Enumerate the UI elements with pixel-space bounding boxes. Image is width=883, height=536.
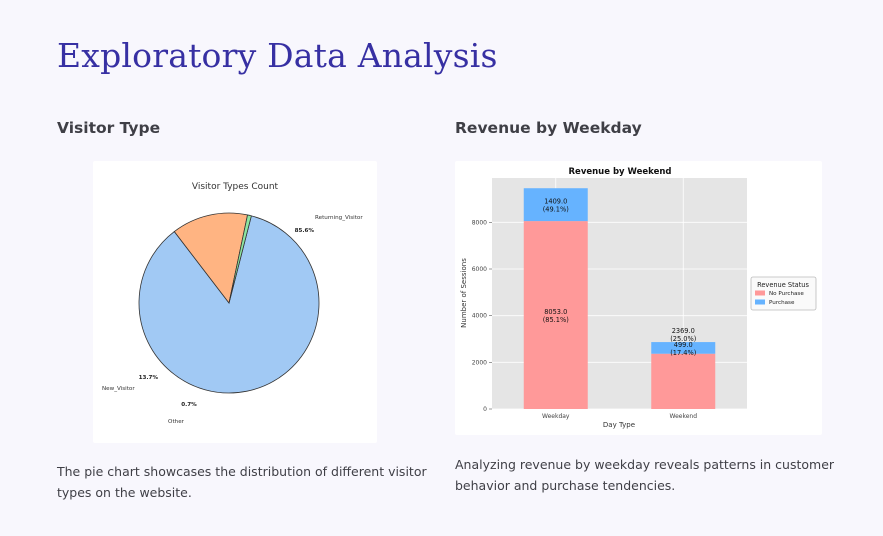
bar-no-purchase-weekend	[651, 353, 716, 409]
pie-title: Visitor Types Count	[192, 182, 279, 192]
visitor-type-description: The pie chart showcases the distribution…	[57, 464, 427, 500]
bar-value-label: (17.4%)	[670, 349, 696, 357]
pie-label: New_Visitor	[102, 386, 135, 392]
y-tick-label: 4000	[472, 313, 487, 320]
y-tick-label: 8000	[472, 219, 487, 226]
x-axis-label: Day Type	[603, 421, 635, 429]
pie-label: Returning_Visitor	[315, 215, 363, 221]
visitor-types-pie-chart: Visitor Types Count Returning_Visitor 85.6…	[102, 182, 363, 425]
legend: Revenue Status No Purchase Purchase	[750, 276, 817, 311]
legend-entry: No Purchase	[769, 291, 804, 297]
page-title: Exploratory Data Analysis	[57, 36, 498, 75]
pie-slice-new-visitor	[173, 212, 249, 304]
legend-swatch	[755, 290, 765, 296]
legend-title: Revenue Status	[757, 281, 809, 289]
legend-swatch	[755, 299, 765, 305]
pie-pct-label: 0.7%	[181, 402, 197, 408]
y-tick-label: 2000	[472, 359, 487, 366]
bar-chart-card: Revenue by Weekend 8053.0 (85.1%) 1409.0 (49…	[455, 161, 822, 435]
y-tick-label: 6000	[472, 266, 487, 273]
y-axis-label: Number of Sessions	[460, 258, 468, 328]
x-tick-label: Weekend	[669, 413, 697, 420]
bar-chart-title: Revenue by Weekend	[569, 167, 672, 177]
bar-value-label: 1409.0	[544, 198, 567, 206]
revenue-weekday-description: Analyzing revenue by weekday reveals pat…	[455, 457, 835, 493]
y-tick-label: 0	[483, 406, 487, 413]
bar-value-label: (25.0%)	[670, 335, 696, 343]
pie-slice-returning-visitor	[138, 215, 320, 394]
legend-box	[750, 276, 817, 311]
bar-value-label: 499.0	[674, 341, 693, 349]
bar-value-label: (85.1%)	[543, 316, 569, 324]
bar-purchase-weekday	[523, 188, 588, 222]
pie-label: Other	[168, 419, 185, 425]
pie-slice-other	[228, 214, 252, 304]
x-tick-label: Weekday	[542, 413, 570, 420]
legend-entry: Purchase	[769, 300, 795, 306]
bar-value-label: 8053.0	[544, 308, 567, 316]
bar-value-label: 2369.0	[672, 327, 695, 335]
bar-purchase-weekend	[651, 342, 716, 354]
revenue-weekday-heading: Revenue by Weekday	[455, 119, 642, 137]
pie-pct-label: 85.6%	[295, 228, 315, 234]
revenue-by-weekend-bar-chart: Revenue by Weekend 8053.0(85.1%) 1409.0(49…	[460, 167, 817, 429]
pie-pct-label: 13.7%	[139, 375, 159, 381]
visitor-type-heading: Visitor Type	[57, 119, 161, 137]
pie-chart-card: Visitor Types Count Returning_Visitor 85.6…	[93, 161, 377, 443]
bar-value-label: (49.1%)	[543, 206, 569, 214]
bar-no-purchase-weekday	[523, 221, 588, 409]
